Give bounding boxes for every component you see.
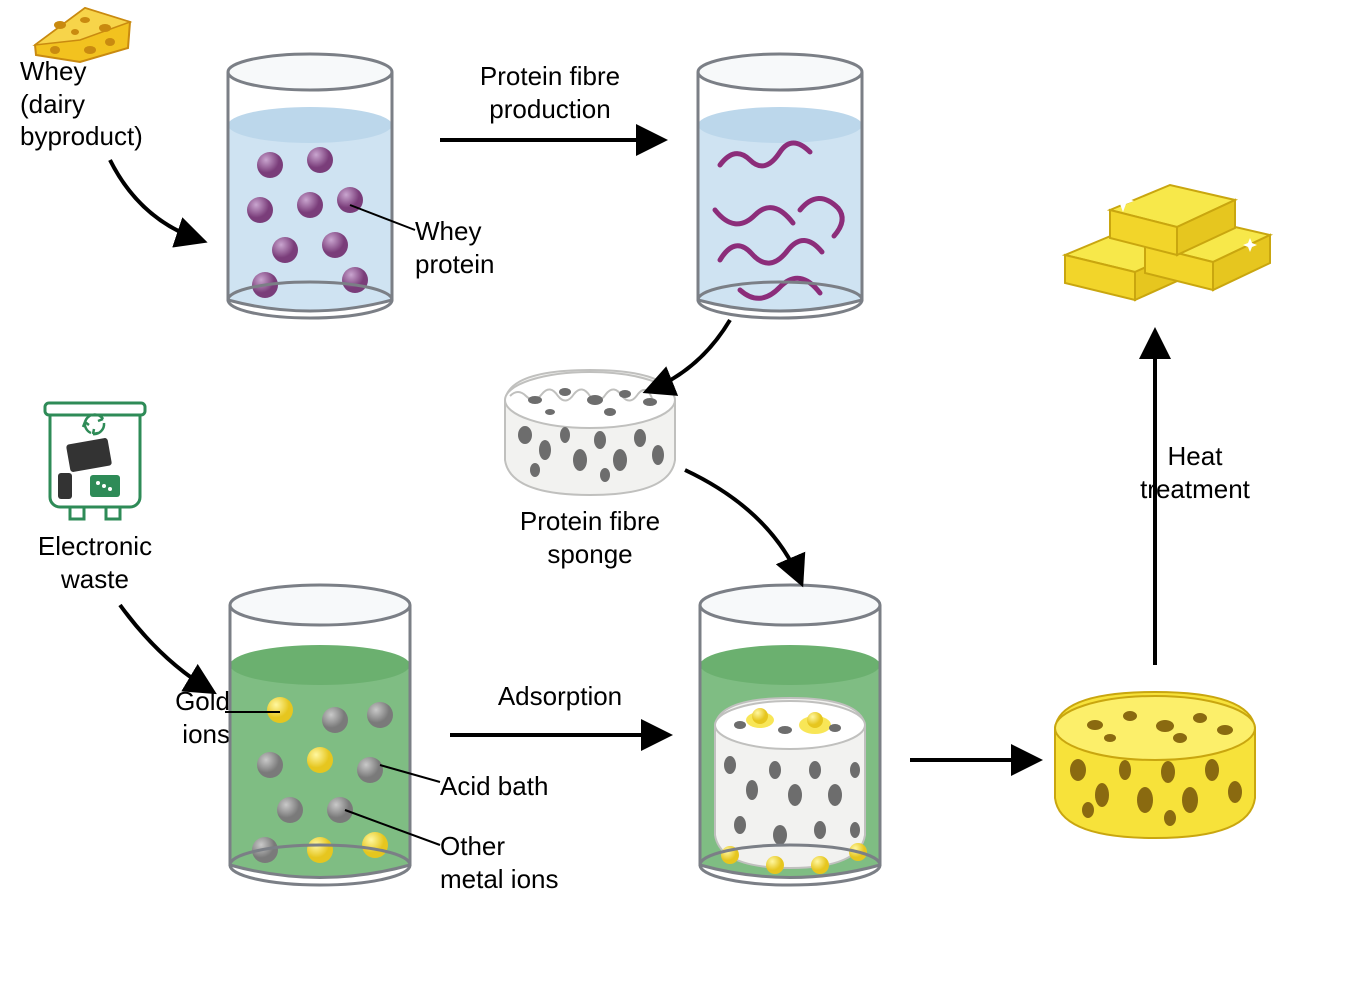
arrows — [0, 0, 1363, 985]
diagram-stage: Whey(dairybyproduct) Protein fibreproduc… — [0, 0, 1363, 985]
